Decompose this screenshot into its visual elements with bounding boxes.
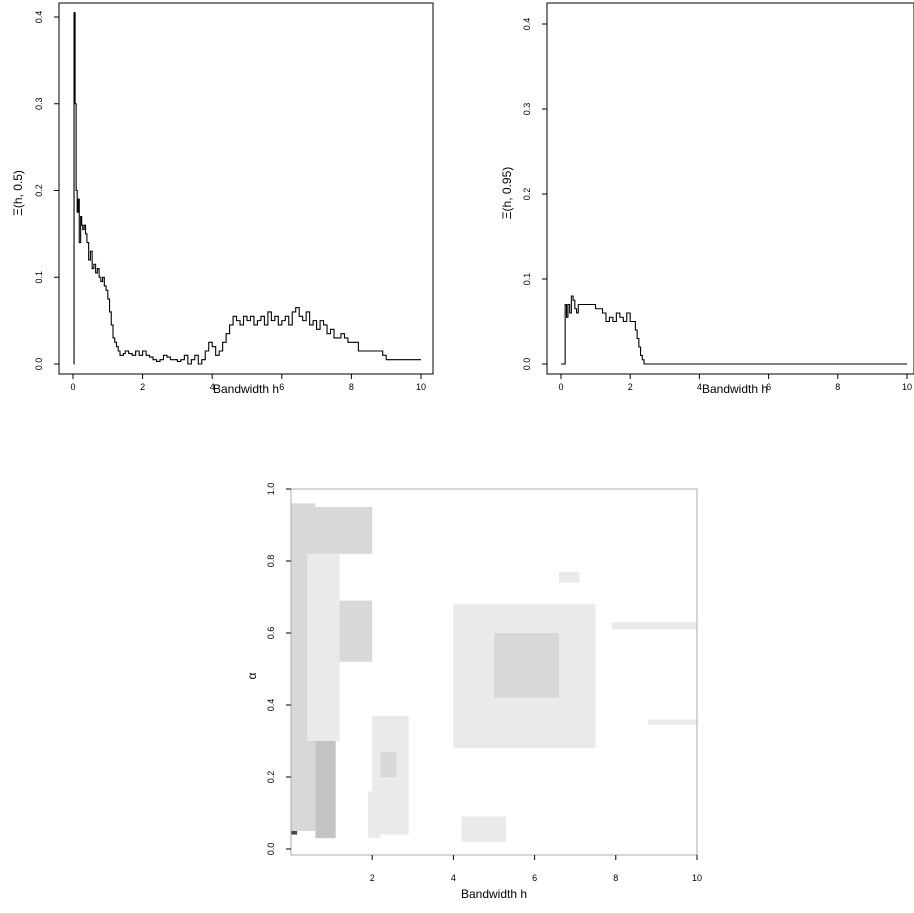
- y-tick-label: 0.3: [522, 103, 532, 116]
- x-tick-label: 10: [416, 382, 426, 392]
- y-tick-label: 1.0: [266, 483, 276, 496]
- y-tick-label: 0.4: [34, 11, 44, 24]
- heatmap-cell: [611, 622, 697, 630]
- heatmap-cell: [461, 816, 507, 842]
- y-tick-label: 0.2: [34, 184, 44, 197]
- x-tick-label: 4: [697, 382, 702, 392]
- y-axis-ticks: 0.0 0.2 0.4 0.6 0.8 1.0: [266, 483, 291, 856]
- y-tick-label: 0.2: [266, 771, 276, 784]
- x-tick-label: 6: [532, 873, 537, 883]
- y-tick-label: 0.0: [34, 358, 44, 371]
- plot-frame: [546, 2, 914, 375]
- y-tick-label: 0.3: [34, 97, 44, 110]
- x-tick-label: 8: [613, 873, 618, 883]
- x-tick-label: 2: [370, 873, 375, 883]
- x-axis-title: Bandwidth h: [702, 382, 768, 396]
- y-tick-label: 0.4: [266, 699, 276, 712]
- x-axis-ticks: 0 2 4 6 8 10: [558, 374, 912, 392]
- y-tick-label: 0.4: [522, 18, 532, 31]
- heatmap-cell: [315, 737, 336, 839]
- y-tick-label: 0.6: [266, 627, 276, 640]
- y-tick-label: 0.2: [522, 188, 532, 201]
- line-chart-panel-right: 0 2 4 6 8 10 0.0 0.1 0.2 0.3 0.4 Bandwidth h Ξ(h,…: [500, 2, 914, 396]
- y-tick-label: 0.0: [522, 358, 532, 371]
- y-axis-title: Ξ(h, 0.95): [500, 167, 514, 220]
- x-tick-label: 8: [835, 382, 840, 392]
- x-axis-ticks: 0 2 4 6 8 10: [70, 374, 426, 392]
- heatmap-cell: [380, 751, 397, 777]
- x-tick-label: 0: [70, 382, 75, 392]
- x-tick-label: 8: [349, 382, 354, 392]
- heatmap-cell: [648, 719, 697, 725]
- heatmap-cell: [494, 633, 559, 698]
- y-tick-label: 0.1: [34, 271, 44, 284]
- x-tick-label: 10: [902, 382, 912, 392]
- y-axis-title: α: [245, 672, 259, 679]
- line-chart-panel-left: 0 2 4 6 8 10 0.0 0.1 0.2 0.3 0.4 Bandwidth h Ξ(h,…: [11, 2, 434, 396]
- y-tick-label: 0.0: [266, 843, 276, 856]
- x-tick-label: 4: [210, 382, 215, 392]
- y-tick-label: 0.1: [522, 273, 532, 286]
- heatmap-panel: 2 4 6 8 10 0.0 0.2 0.4 0.6 0.8 1.0 Bandwidth h α: [245, 483, 702, 901]
- heatmap-cell: [311, 507, 373, 554]
- x-tick-label: 2: [140, 382, 145, 392]
- heatmap-cell: [307, 553, 340, 741]
- x-tick-label: 0: [558, 382, 563, 392]
- heatmap-cells: [291, 503, 697, 842]
- y-axis-title: Ξ(h, 0.5): [11, 170, 25, 216]
- plot-frame: [58, 2, 434, 375]
- y-axis-ticks: 0.0 0.1 0.2 0.3 0.4: [34, 11, 59, 371]
- y-tick-label: 0.8: [266, 555, 276, 568]
- heatmap-cell: [368, 791, 381, 839]
- x-axis-title: Bandwidth h: [461, 887, 527, 901]
- x-tick-label: 2: [628, 382, 633, 392]
- series-line: [73, 12, 421, 365]
- x-axis-title: Bandwidth h: [213, 382, 279, 396]
- y-axis-ticks: 0.0 0.1 0.2 0.3 0.4: [522, 18, 547, 371]
- x-tick-label: 6: [766, 382, 771, 392]
- x-axis-ticks: 2 4 6 8 10: [370, 855, 702, 883]
- x-tick-label: 6: [279, 382, 284, 392]
- heatmap-cell: [559, 571, 580, 583]
- series-line: [561, 295, 907, 365]
- x-tick-label: 10: [692, 873, 702, 883]
- plot-frame: [290, 488, 698, 856]
- x-tick-label: 4: [451, 873, 456, 883]
